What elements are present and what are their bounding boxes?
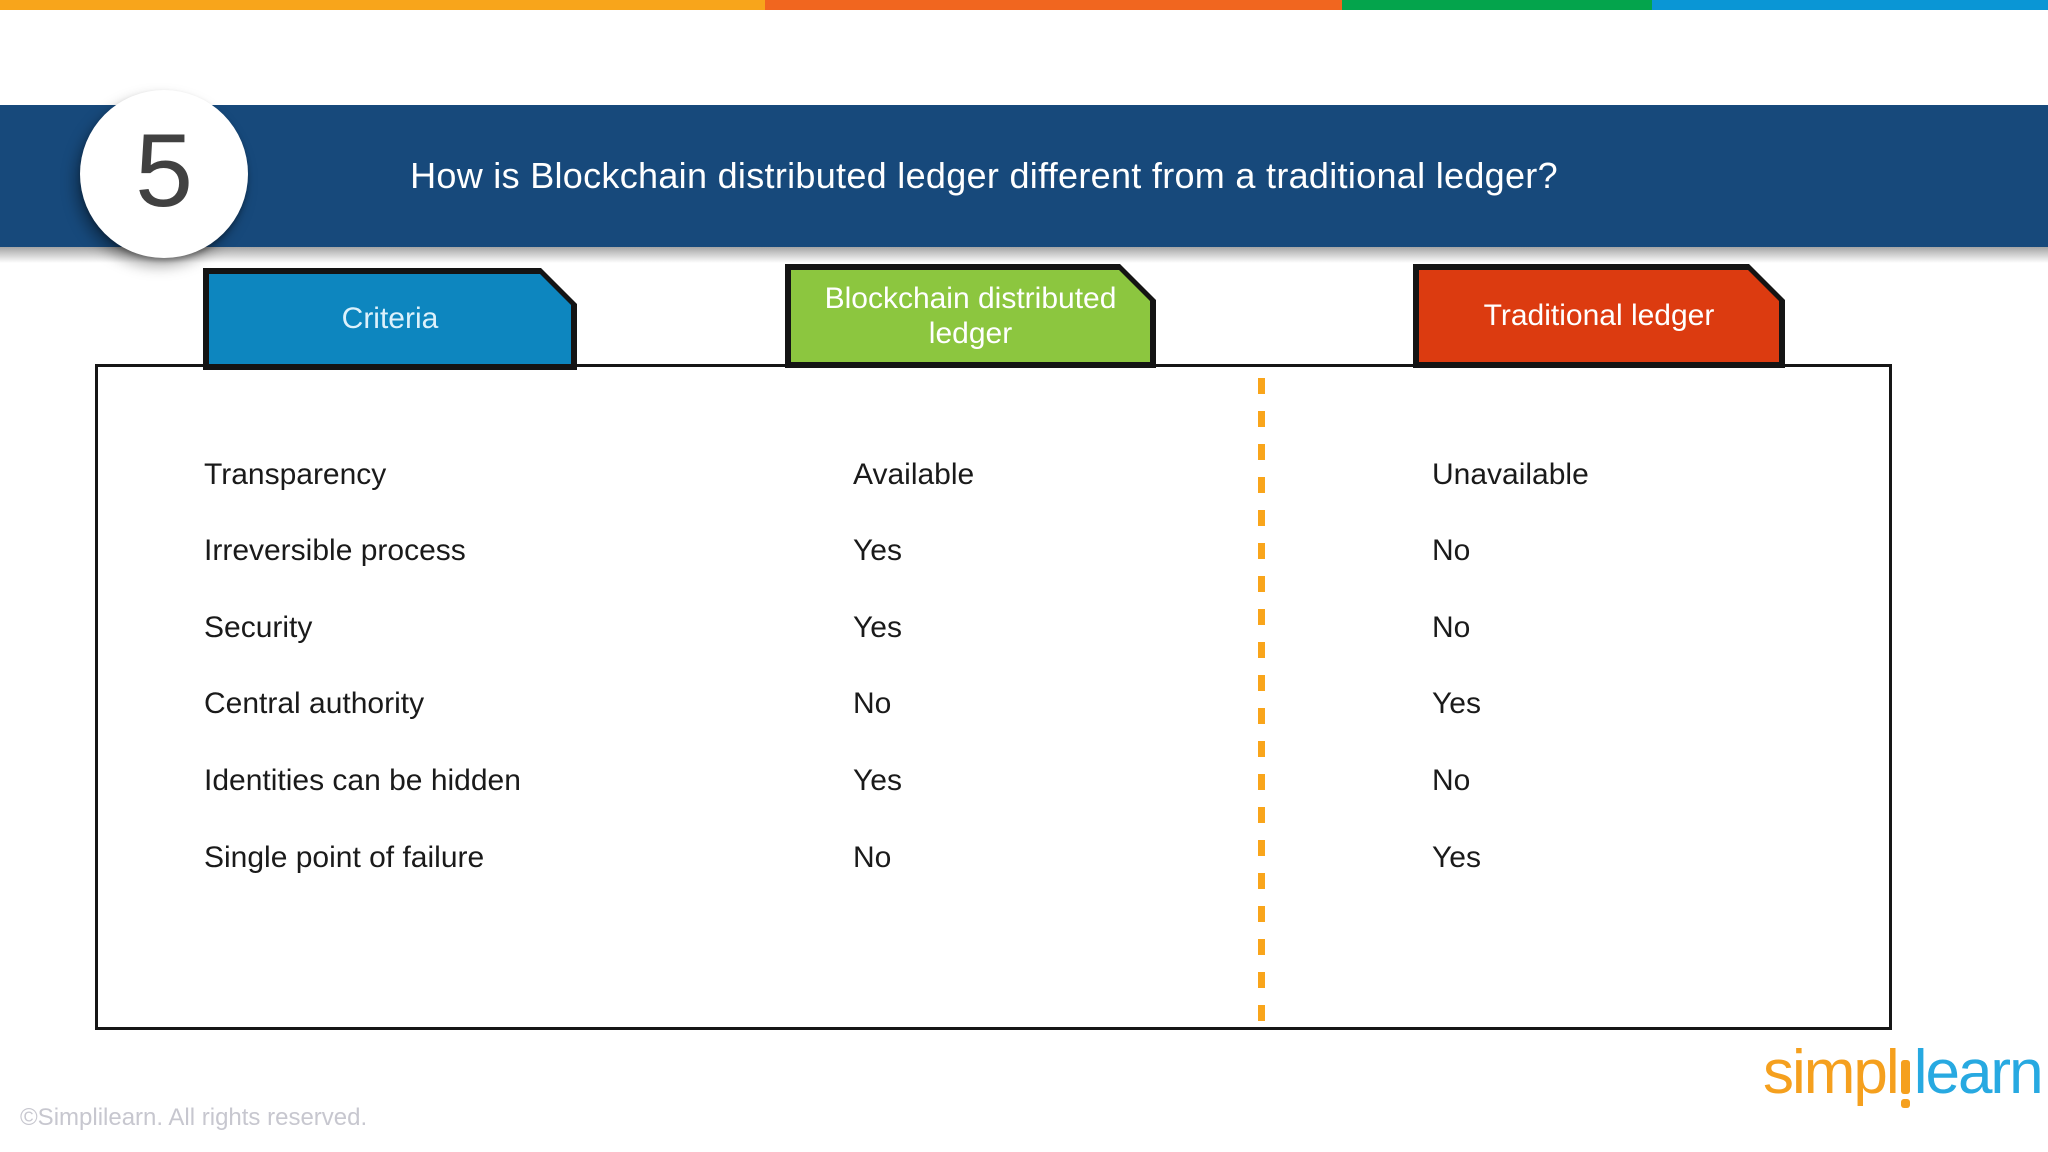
header-band-shadow [0,247,2048,263]
simplilearn-logo: simpl learn [1763,1042,2044,1108]
cell-traditional-value: No [1432,764,1471,797]
column-divider-dashed [1258,378,1265,1028]
header-band [0,105,2048,247]
logo-simpl-text: simpl [1763,1038,1900,1107]
cell-traditional-value: Unavailable [1432,458,1589,491]
top-color-bar [0,0,2048,10]
cell-traditional-value: Yes [1432,841,1481,874]
cell-traditional-value: Yes [1432,687,1481,720]
logo-i-icon [1900,1060,1910,1108]
table-row: Irreversible process Yes No [0,534,2048,574]
logo-i-dot [1900,1099,1910,1108]
cell-blockchain-value: Yes [853,534,902,567]
table-row: Transparency Available Unavailable [0,458,2048,498]
copyright-text: ©Simplilearn. All rights reserved. [20,1104,368,1131]
logo-learn-text: learn [1913,1038,2044,1107]
bar-segment-orange [765,0,1342,10]
bar-segment-blue [1652,0,2048,10]
tab-blockchain-ledger: Blockchain distributed ledger [785,264,1156,368]
table-row: Single point of failure No Yes [0,841,2048,881]
table-row: Security Yes No [0,611,2048,651]
cell-criteria: Central authority [204,687,425,720]
cell-traditional-value: No [1432,534,1471,567]
comparison-table [95,364,1892,1030]
bar-segment-amber [0,0,765,10]
tab-criteria: Criteria [203,268,577,370]
cell-criteria: Single point of failure [204,841,485,874]
slide-title: How is Blockchain distributed ledger dif… [410,155,1558,196]
logo-i-stem [1900,1060,1910,1094]
cell-traditional-value: No [1432,611,1471,644]
bar-segment-green [1342,0,1652,10]
tab-blockchain-label: Blockchain distributed ledger [791,270,1150,362]
cell-criteria: Irreversible process [204,534,466,567]
cell-blockchain-value: Yes [853,764,902,797]
cell-blockchain-value: No [853,687,892,720]
table-row: Identities can be hidden Yes No [0,764,2048,804]
tab-traditional-ledger: Traditional ledger [1413,264,1785,368]
cell-blockchain-value: No [853,841,892,874]
cell-criteria: Transparency [204,458,387,491]
cell-blockchain-value: Available [853,458,975,491]
slide-number: 5 [135,113,193,229]
slide-number-badge: 5 [80,90,248,258]
tab-traditional-label: Traditional ledger [1419,270,1779,362]
cell-blockchain-value: Yes [853,611,902,644]
cell-criteria: Security [204,611,313,644]
table-row: Central authority No Yes [0,687,2048,727]
tab-criteria-label: Criteria [209,274,571,364]
cell-criteria: Identities can be hidden [204,764,521,797]
